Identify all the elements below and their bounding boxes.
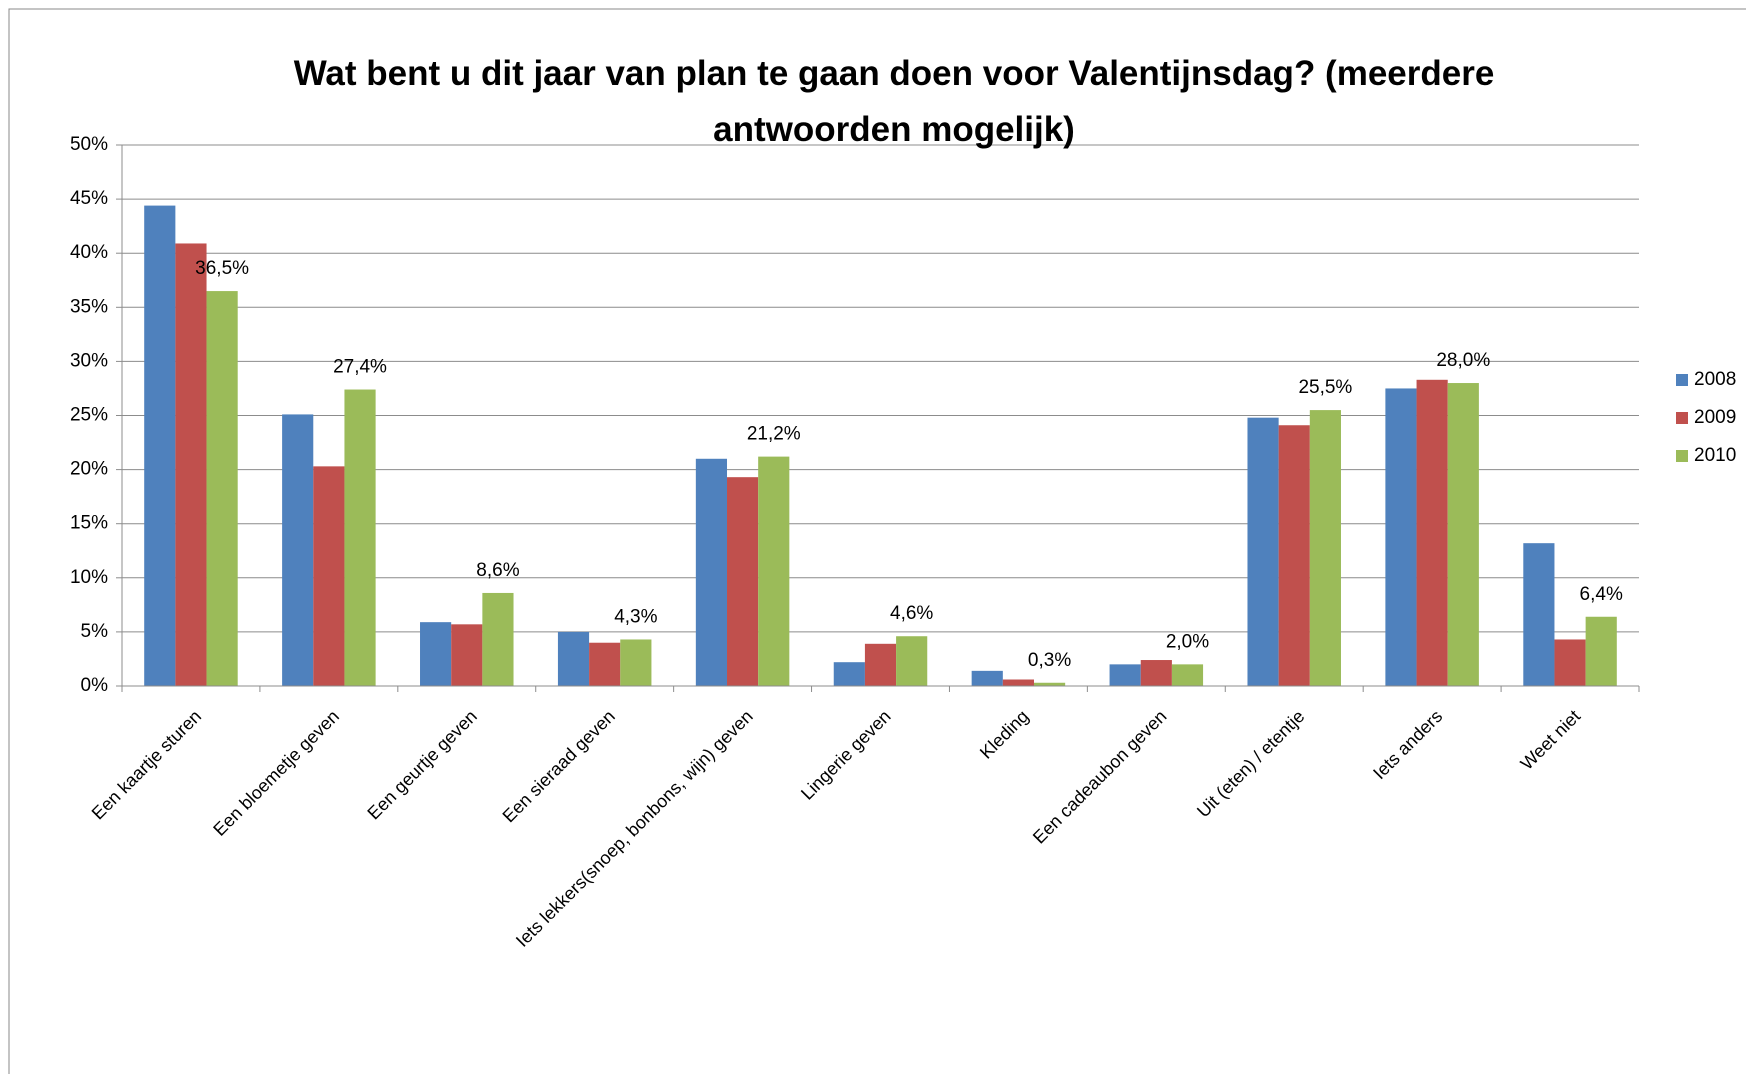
bar <box>557 631 590 686</box>
y-tick-label: 10% <box>70 567 108 588</box>
bar <box>420 622 452 686</box>
bar <box>1554 639 1586 686</box>
legend-label: 2008 <box>1694 369 1736 390</box>
bar <box>1109 664 1141 686</box>
bar <box>620 639 652 686</box>
legend-label: 2010 <box>1694 445 1736 466</box>
y-tick-label: 40% <box>70 242 108 263</box>
data-label: 28,0% <box>1436 350 1490 371</box>
x-tick-label: Iets lekkers(snoep, bonbons, wijn) geven <box>512 706 757 951</box>
bar <box>1171 664 1204 686</box>
bar <box>758 456 790 686</box>
y-tick-label: 20% <box>70 459 108 480</box>
data-label: 27,4% <box>333 357 387 378</box>
y-tick-label: 30% <box>70 350 108 371</box>
y-tick-label: 0% <box>81 675 109 696</box>
data-label: 21,2% <box>747 424 801 445</box>
data-label: 4,6% <box>890 603 933 624</box>
bar <box>1447 383 1479 686</box>
bar <box>344 389 376 686</box>
bar <box>482 592 514 686</box>
bar <box>833 662 865 686</box>
x-tick-label: Een sieraad geven <box>499 706 619 826</box>
bar <box>175 243 207 686</box>
chart-title: Wat bent u dit jaar van plan te gaan doe… <box>293 54 1495 149</box>
bar <box>1247 417 1279 686</box>
data-label: 8,6% <box>476 560 519 581</box>
y-tick-label: 25% <box>70 405 108 426</box>
bar <box>1278 425 1310 686</box>
bar <box>282 414 314 686</box>
x-tick-label: Lingerie geven <box>797 706 895 804</box>
x-tick-label: Een kaartje sturen <box>88 706 205 823</box>
x-tick-label: Kleding <box>976 706 1033 763</box>
x-tick-label: Weet niet <box>1517 706 1585 774</box>
bar <box>1585 616 1617 686</box>
x-tick-label: Uit (eten) / etentje <box>1193 706 1308 821</box>
bar <box>1140 660 1172 686</box>
bar <box>1416 379 1448 686</box>
bar <box>1309 410 1341 686</box>
bar <box>695 458 728 686</box>
y-tick-label: 45% <box>70 188 108 209</box>
bar <box>896 636 928 686</box>
data-label: 25,5% <box>1298 377 1352 398</box>
bar <box>144 205 176 687</box>
x-tick-label: Een geurtje geven <box>364 706 481 823</box>
data-label: 36,5% <box>195 258 249 279</box>
x-tick-label: Een bloemetje geven <box>209 706 343 840</box>
y-tick-label: 50% <box>70 134 108 155</box>
data-label: 6,4% <box>1580 584 1623 605</box>
x-tick-label: Iets anders <box>1369 706 1446 783</box>
bar <box>451 624 483 686</box>
bar <box>1385 388 1417 686</box>
bar <box>727 477 759 686</box>
legend-swatch <box>1676 412 1688 424</box>
legend-label: 2009 <box>1694 407 1736 428</box>
bar <box>206 291 238 686</box>
legend-swatch <box>1676 450 1688 462</box>
bar <box>589 642 621 686</box>
y-tick-label: 5% <box>81 621 109 642</box>
bar <box>1033 682 1066 686</box>
x-tick-label: Een cadeaubon geven <box>1029 706 1171 848</box>
chart-border <box>8 8 1746 1074</box>
bar <box>864 643 897 686</box>
bar <box>313 466 345 686</box>
data-label: 4,3% <box>614 606 657 627</box>
data-label: 0,3% <box>1028 650 1071 671</box>
bar <box>971 670 1003 686</box>
data-label: 2,0% <box>1166 631 1209 652</box>
legend-swatch <box>1676 374 1688 386</box>
y-tick-label: 35% <box>70 296 108 317</box>
bar <box>1523 543 1555 686</box>
bar <box>1002 679 1034 686</box>
y-tick-label: 15% <box>70 513 108 534</box>
